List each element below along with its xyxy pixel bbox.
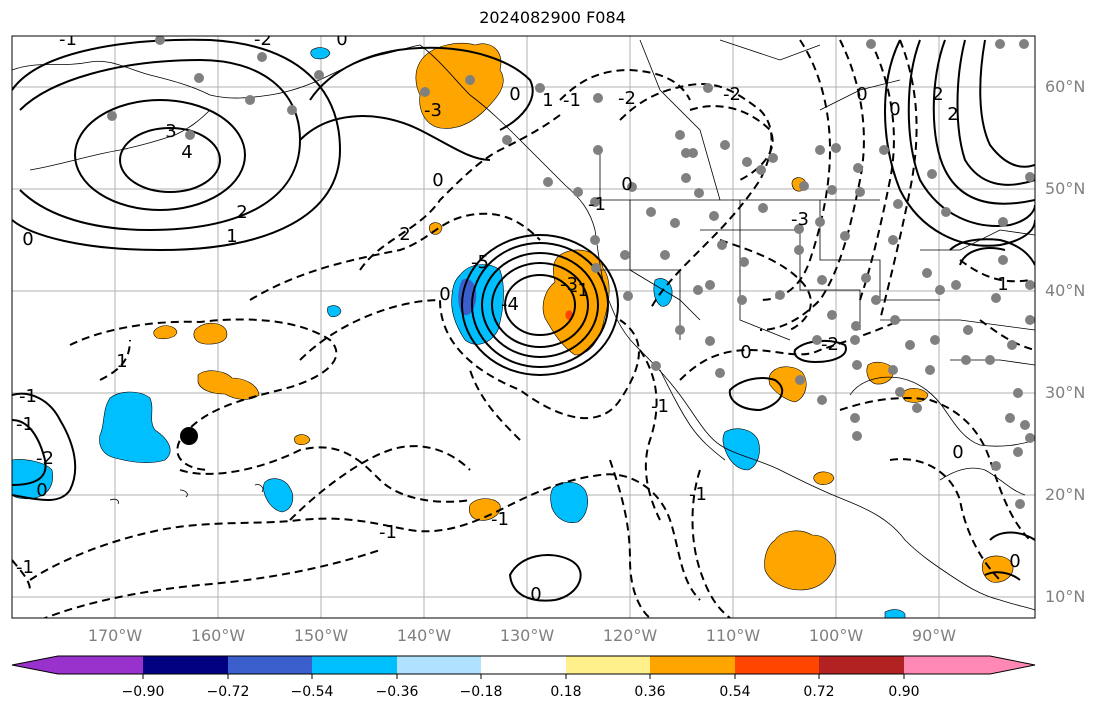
lon-label: 130°W bbox=[499, 626, 555, 645]
graticule bbox=[12, 36, 1035, 618]
contour-label: 0 bbox=[1009, 551, 1020, 572]
colorbar bbox=[11, 655, 1036, 679]
contour-label: -2 bbox=[821, 334, 839, 355]
colorbar-cell bbox=[481, 656, 566, 674]
lat-label: 50°N bbox=[1045, 179, 1086, 198]
contour-label: 0 bbox=[740, 342, 751, 363]
lon-label: 120°W bbox=[602, 626, 658, 645]
contour-label: -2 bbox=[36, 448, 54, 469]
contour-label: -1 bbox=[379, 522, 397, 543]
contour-label: -3 bbox=[791, 209, 809, 230]
contour-label: -1 bbox=[16, 557, 34, 578]
contour-label: 1 bbox=[542, 90, 553, 111]
colorbar-tick-label: −0.72 bbox=[206, 684, 250, 700]
lat-label: 10°N bbox=[1045, 587, 1086, 606]
lon-label: 110°W bbox=[705, 626, 761, 645]
lon-label: 160°W bbox=[190, 626, 246, 645]
colorbar-cell bbox=[312, 656, 397, 674]
contour-label: 0 bbox=[530, 584, 541, 605]
lat-label: 60°N bbox=[1045, 77, 1086, 96]
contour-label: -3 bbox=[560, 274, 578, 295]
colorbar-cell bbox=[143, 656, 228, 674]
contour-label: -1 bbox=[563, 90, 581, 111]
contour-label: 2 bbox=[399, 224, 410, 245]
contour-label-group: 1 -1 3 4 2 1 0 0 2 1 -1 -2 -2 -3 2 2 1 0… bbox=[16, 29, 1021, 605]
contour-label: -3 bbox=[424, 100, 442, 121]
colorbar-tick-label: 0.18 bbox=[550, 684, 582, 700]
colorbar-cell bbox=[397, 656, 482, 674]
contour-label: -2 bbox=[723, 84, 741, 105]
contour-label: -1 bbox=[689, 484, 707, 505]
contour-label: 0 bbox=[36, 480, 47, 501]
colorbar-tick-label: 0.54 bbox=[719, 684, 751, 700]
colorbar-under-arrow bbox=[12, 656, 58, 674]
contour-label: 4 bbox=[181, 142, 192, 163]
contour-label: 0 bbox=[509, 84, 520, 105]
map-title: 2024082900 F084 bbox=[479, 8, 626, 27]
contour-label: 3 bbox=[165, 121, 176, 142]
coastlines bbox=[12, 39, 1035, 611]
colorbar-cell bbox=[735, 656, 820, 674]
center-marker bbox=[180, 427, 198, 445]
contour-label: -5 bbox=[471, 252, 489, 273]
contour-label: -2 bbox=[254, 29, 272, 50]
lon-label: 100°W bbox=[808, 626, 864, 645]
colorbar-cell bbox=[228, 656, 313, 674]
colorbar-cell bbox=[566, 656, 651, 674]
lon-label: 170°W bbox=[87, 626, 143, 645]
contour-label: -4 bbox=[501, 294, 519, 315]
colorbar-cell bbox=[819, 656, 904, 674]
contour-label: 1 bbox=[116, 351, 127, 372]
colorbar-cell bbox=[904, 656, 990, 674]
lat-label: 20°N bbox=[1045, 485, 1086, 504]
contour-label: -2 bbox=[618, 88, 636, 109]
contour-label: -1 bbox=[588, 194, 606, 215]
contour-label: 0 bbox=[856, 84, 867, 105]
contour-label: 0 bbox=[439, 284, 450, 305]
map-frame bbox=[11, 35, 1036, 619]
contour-label: 0 bbox=[336, 29, 347, 50]
colorbar-cell bbox=[58, 656, 143, 674]
contour-label: 0 bbox=[22, 229, 33, 250]
contour-label: 1 bbox=[226, 226, 237, 247]
colorbar-tick-label: −0.90 bbox=[121, 684, 165, 700]
lon-label: 150°W bbox=[293, 626, 349, 645]
contour-label: -1 bbox=[19, 386, 37, 407]
lon-label: 90°W bbox=[911, 626, 957, 645]
colorbar-tick-label: 0.90 bbox=[888, 684, 920, 700]
contour-label: 2 bbox=[932, 84, 943, 105]
contour-label: 1 bbox=[997, 274, 1008, 295]
positive-anomaly-fill bbox=[153, 42, 1014, 591]
contour-label: -1 bbox=[651, 396, 669, 417]
colorbar-cell bbox=[650, 656, 735, 674]
station-markers bbox=[107, 36, 1035, 509]
contour-label: 0 bbox=[621, 174, 632, 195]
contour-label: 0 bbox=[889, 99, 900, 120]
colorbar-tick-label: −0.18 bbox=[459, 684, 503, 700]
negative-anomaly-fill bbox=[12, 47, 906, 618]
colorbar-tick-label: −0.36 bbox=[375, 684, 419, 700]
colorbar-over-arrow bbox=[990, 656, 1035, 674]
colorbar-outline bbox=[11, 655, 1036, 675]
strong-positive-core bbox=[565, 310, 573, 320]
lon-label: 140°W bbox=[396, 626, 452, 645]
contour-label: 0 bbox=[952, 442, 963, 463]
contour-label: -1 bbox=[59, 29, 77, 50]
contour-label: 2 bbox=[236, 202, 247, 223]
contour-label: -1 bbox=[571, 280, 589, 301]
colorbar-tick-label: 0.72 bbox=[803, 684, 835, 700]
contour-label: 0 bbox=[432, 170, 443, 191]
colorbar-tick-label: −0.54 bbox=[290, 684, 334, 700]
lat-label: 30°N bbox=[1045, 383, 1086, 402]
contour-label: 2 bbox=[947, 104, 958, 125]
colorbar-tick-label: 0.36 bbox=[634, 684, 666, 700]
contour-label: -1 bbox=[16, 414, 34, 435]
lat-label: 40°N bbox=[1045, 281, 1086, 300]
contour-label: -1 bbox=[491, 509, 509, 530]
